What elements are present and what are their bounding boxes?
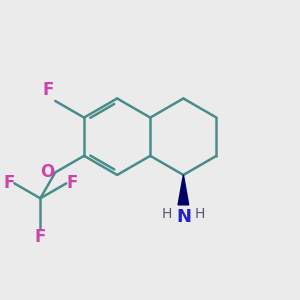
Text: F: F xyxy=(3,174,14,192)
Text: H: H xyxy=(194,207,205,221)
Text: F: F xyxy=(42,81,54,99)
Text: O: O xyxy=(40,164,54,181)
Text: N: N xyxy=(176,208,191,226)
Text: H: H xyxy=(162,207,172,221)
Text: F: F xyxy=(66,174,78,192)
Text: F: F xyxy=(34,228,46,246)
Polygon shape xyxy=(178,175,189,205)
